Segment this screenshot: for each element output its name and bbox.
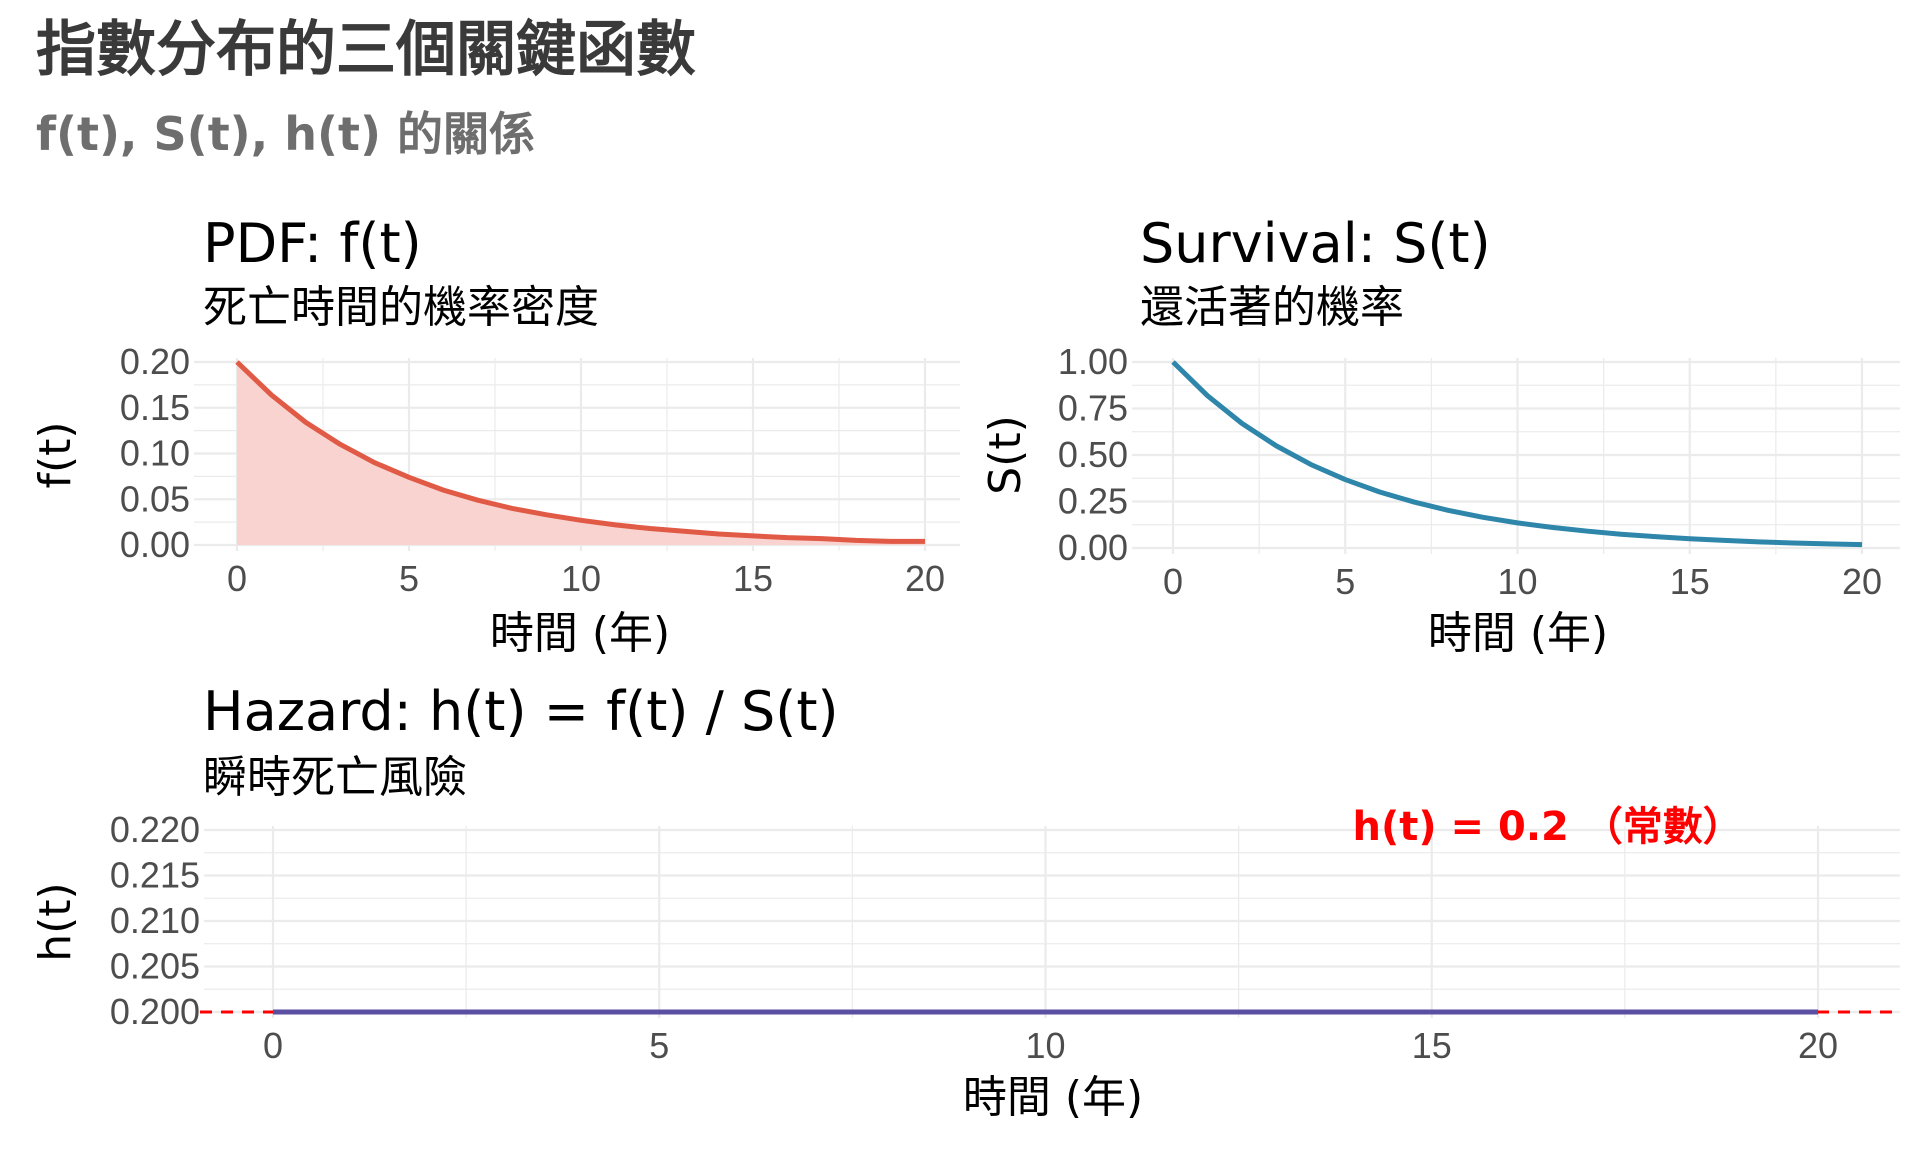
x-axis-title: 時間 (年) <box>963 1072 1143 1123</box>
x-tick-label: 0 <box>263 1025 283 1066</box>
y-tick-label: 0.05 <box>120 478 190 519</box>
x-axis-title: 時間 (年) <box>490 608 670 659</box>
y-tick-label: 0.75 <box>1058 388 1128 429</box>
panel-subtitle: 還活著的機率 <box>1140 282 1404 333</box>
y-tick-label: 1.00 <box>1058 341 1128 382</box>
panel-subtitle: 瞬時死亡風險 <box>203 752 467 803</box>
x-tick-label: 0 <box>1163 561 1183 602</box>
survival-panel: 0 5 10 15 20 0.00 0.25 0.50 0.75 1.00 Survival: S(… <box>980 212 1900 659</box>
y-tick-label: 0.50 <box>1058 434 1128 475</box>
y-tick-label: 0.210 <box>110 900 200 941</box>
pdf-area <box>237 362 925 545</box>
x-tick-label: 5 <box>649 1025 669 1066</box>
figure-title: 指數分布的三個關鍵函數 <box>36 15 696 85</box>
hazard-annotation: h(t) = 0.2 （常數） <box>1352 804 1742 850</box>
x-tick-label: 10 <box>561 558 601 599</box>
y-tick-label: 0.00 <box>1058 527 1128 568</box>
pdf-line <box>235 360 925 544</box>
x-tick-label: 0 <box>227 558 247 599</box>
x-tick-label: 5 <box>399 558 419 599</box>
x-tick-label: 20 <box>905 558 945 599</box>
x-tick-label: 20 <box>1798 1025 1838 1066</box>
survival-line <box>1171 360 1863 548</box>
y-tick-label: 0.25 <box>1058 481 1128 522</box>
y-axis-title: h(t) <box>30 882 81 961</box>
x-tick-label: 15 <box>1670 561 1710 602</box>
y-tick-label: 0.205 <box>110 946 200 987</box>
panel-subtitle: 死亡時間的機率密度 <box>203 282 599 333</box>
y-tick-label: 0.20 <box>120 341 190 382</box>
x-tick-label: 10 <box>1025 1025 1065 1066</box>
y-axis-title: f(t) <box>30 421 81 488</box>
x-tick-label: 10 <box>1497 561 1537 602</box>
x-tick-label: 15 <box>733 558 773 599</box>
y-tick-label: 0.220 <box>110 809 200 850</box>
y-tick-label: 0.00 <box>120 524 190 565</box>
pdf-panel: 0 5 10 15 20 0.00 0.050.10 0.15 0.20 PDF: f(t) 死亡時… <box>30 212 960 659</box>
x-tick-label: 5 <box>1335 561 1355 602</box>
y-tick-label: 0.10 <box>120 433 190 474</box>
x-tick-label: 20 <box>1842 561 1882 602</box>
y-tick-label: 0.200 <box>110 991 200 1032</box>
x-tick-label: 15 <box>1412 1025 1452 1066</box>
panel-title: PDF: f(t) <box>203 212 422 275</box>
x-axis-title: 時間 (年) <box>1428 608 1608 659</box>
panel-title: Hazard: h(t) = f(t) / S(t) <box>203 680 839 743</box>
y-axis-title: S(t) <box>980 415 1031 495</box>
panel-title: Survival: S(t) <box>1140 212 1491 275</box>
y-tick-label: 0.15 <box>120 387 190 428</box>
y-tick-label: 0.215 <box>110 855 200 896</box>
figure-subtitle: f(t), S(t), h(t) 的關係 <box>36 107 535 161</box>
